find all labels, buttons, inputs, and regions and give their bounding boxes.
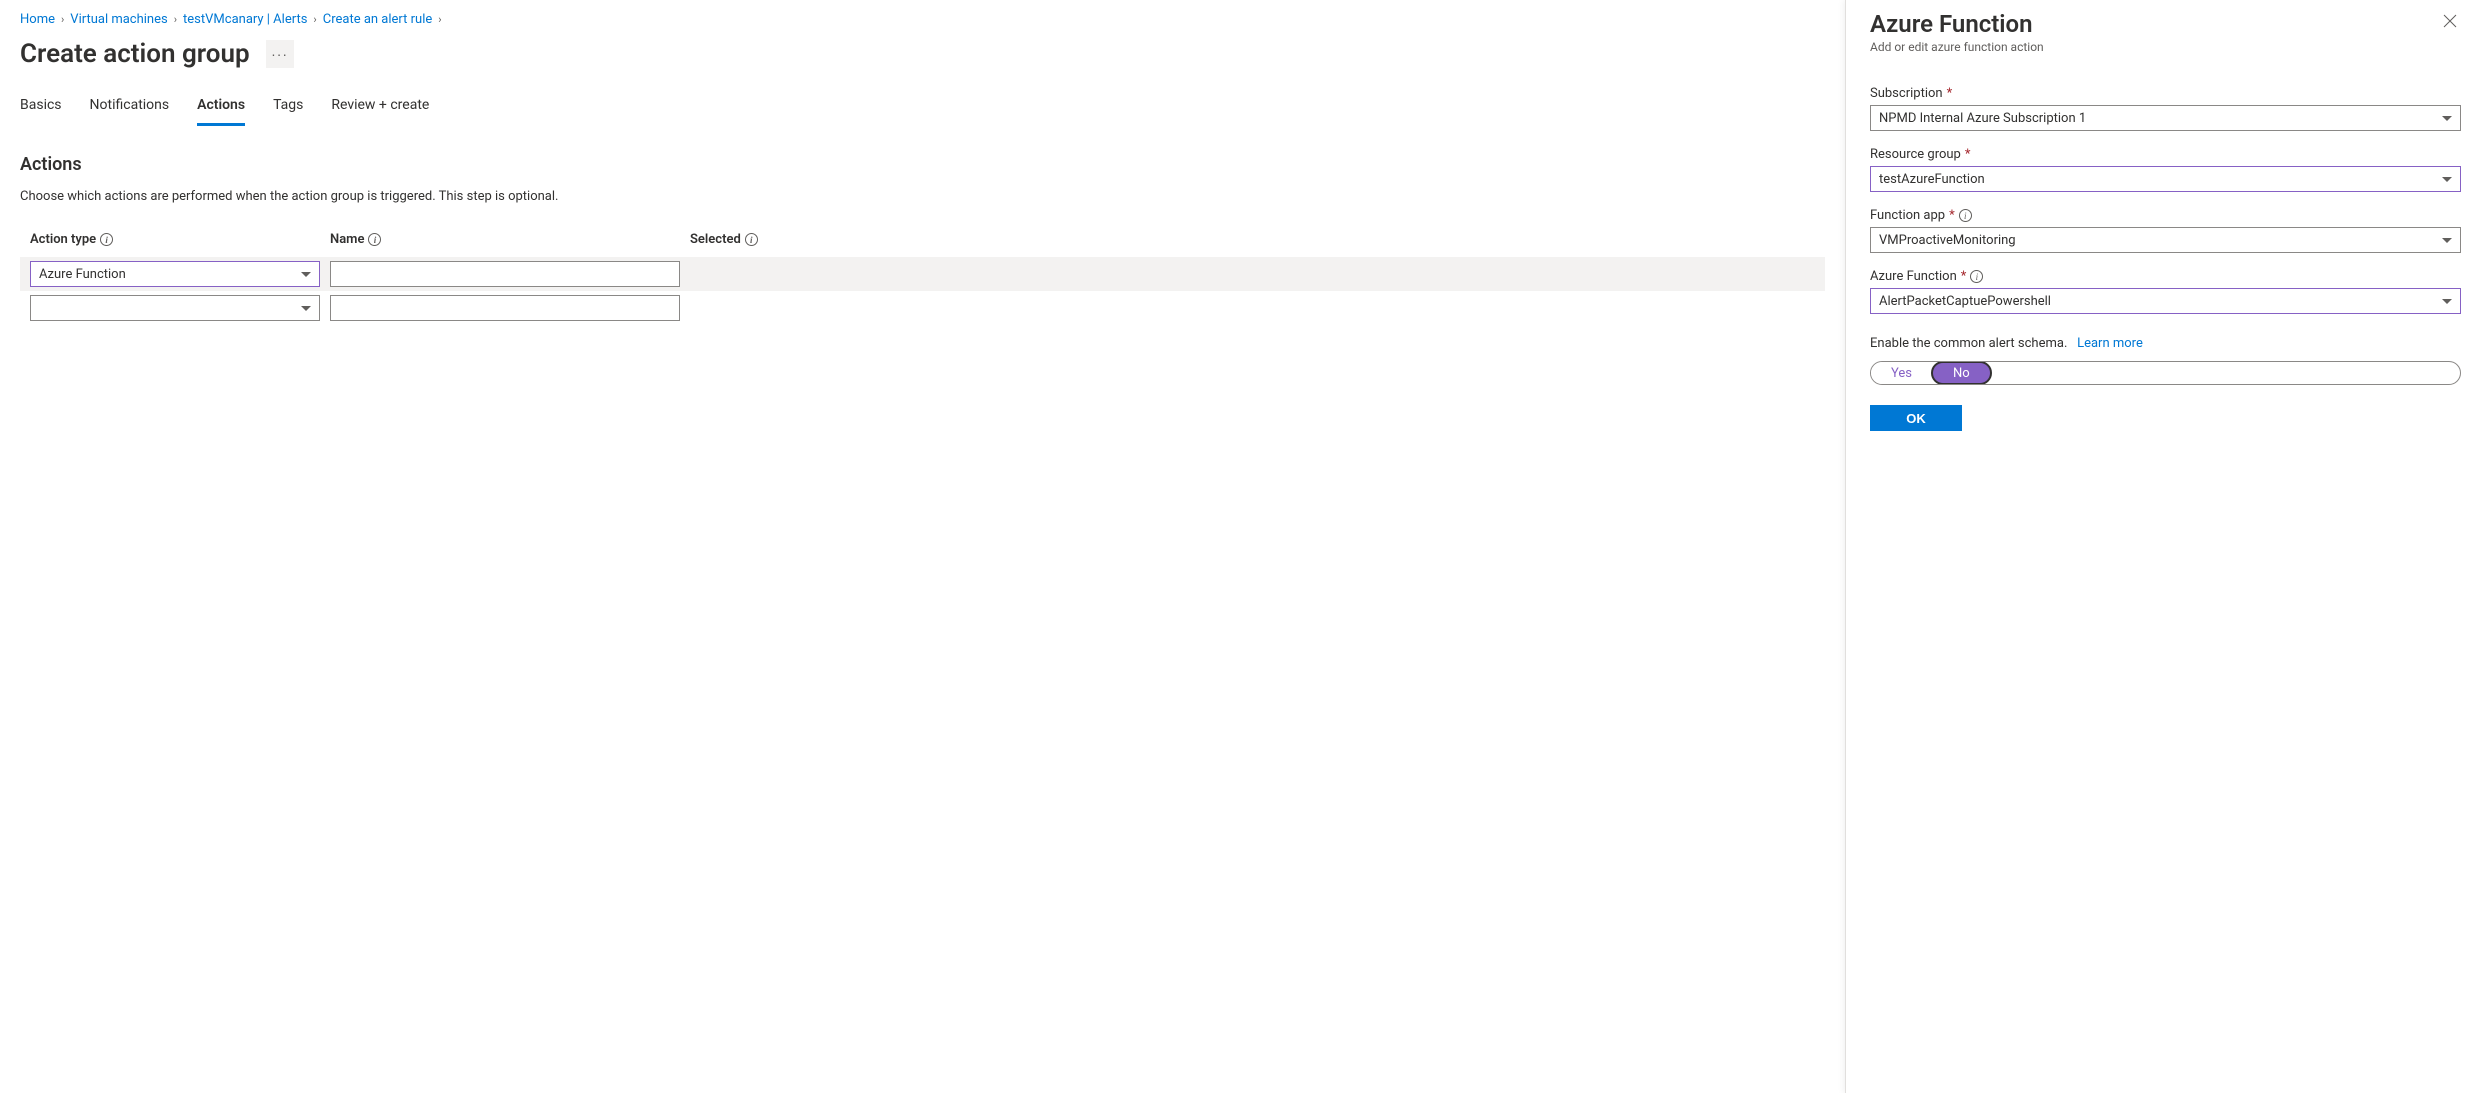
dropdown-value: NPMD Internal Azure Subscription 1: [1879, 111, 2086, 126]
field-label-text: Function app: [1870, 208, 1945, 223]
table-row: [20, 291, 1825, 325]
learn-more-link[interactable]: Learn more: [2077, 336, 2143, 351]
tabs: Basics Notifications Actions Tags Review…: [20, 93, 1825, 126]
column-label: Selected: [690, 232, 741, 247]
action-type-dropdown[interactable]: Azure Function: [30, 261, 320, 287]
required-indicator: *: [1965, 147, 1971, 162]
chevron-right-icon: ›: [313, 13, 316, 26]
toggle-no[interactable]: No: [1931, 361, 1992, 385]
breadcrumb-alerts[interactable]: testVMcanary | Alerts: [183, 12, 307, 27]
chevron-down-icon: [301, 306, 311, 311]
field-label-text: Subscription: [1870, 86, 1943, 101]
close-button[interactable]: [2439, 10, 2461, 36]
actions-table: Action type i Name i Selected i Azure Fu…: [20, 232, 1825, 325]
field-label-text: Azure Function: [1870, 269, 1957, 284]
section-description: Choose which actions are performed when …: [20, 189, 1825, 204]
tab-notifications[interactable]: Notifications: [90, 93, 170, 126]
column-header-action-type: Action type i: [30, 232, 330, 247]
dropdown-value: testAzureFunction: [1879, 172, 1985, 187]
column-header-name: Name i: [330, 232, 690, 247]
info-icon[interactable]: i: [745, 233, 758, 246]
action-type-dropdown[interactable]: [30, 295, 320, 321]
section-heading: Actions: [20, 154, 1825, 175]
required-indicator: *: [1947, 86, 1953, 101]
action-name-input[interactable]: [330, 295, 680, 321]
chevron-down-icon: [301, 272, 311, 277]
info-icon[interactable]: i: [100, 233, 113, 246]
info-icon[interactable]: i: [1959, 209, 1972, 222]
chevron-down-icon: [2442, 116, 2452, 121]
close-icon: [2443, 14, 2457, 28]
chevron-right-icon: ›: [438, 13, 441, 26]
tab-basics[interactable]: Basics: [20, 93, 62, 126]
function-app-dropdown[interactable]: VMProactiveMonitoring: [1870, 227, 2461, 253]
chevron-right-icon: ›: [61, 13, 64, 26]
chevron-down-icon: [2442, 238, 2452, 243]
field-label-text: Resource group: [1870, 147, 1961, 162]
schema-text: Enable the common alert schema.: [1870, 336, 2067, 351]
panel-subtitle: Add or edit azure function action: [1870, 40, 2044, 54]
chevron-down-icon: [2442, 177, 2452, 182]
info-icon[interactable]: i: [368, 233, 381, 246]
chevron-right-icon: ›: [174, 13, 177, 26]
required-indicator: *: [1949, 208, 1955, 223]
more-button[interactable]: ···: [266, 40, 294, 68]
action-name-input[interactable]: [330, 261, 680, 287]
table-row: Azure Function: [20, 257, 1825, 291]
breadcrumb-create-rule[interactable]: Create an alert rule: [323, 12, 433, 27]
info-icon[interactable]: i: [1970, 270, 1983, 283]
dropdown-value: AlertPacketCaptuePowershell: [1879, 294, 2051, 309]
azure-function-panel: Azure Function Add or edit azure functio…: [1845, 0, 2485, 1093]
chevron-down-icon: [2442, 299, 2452, 304]
column-header-selected: Selected i: [690, 232, 1815, 247]
page-title: Create action group: [20, 39, 250, 69]
subscription-label: Subscription *: [1870, 86, 2461, 101]
dropdown-value: Azure Function: [39, 267, 126, 282]
column-label: Action type: [30, 232, 96, 247]
required-indicator: *: [1961, 269, 1967, 284]
breadcrumb-home[interactable]: Home: [20, 12, 55, 27]
ok-button[interactable]: OK: [1870, 405, 1962, 431]
panel-title: Azure Function: [1870, 10, 2044, 38]
subscription-dropdown[interactable]: NPMD Internal Azure Subscription 1: [1870, 105, 2461, 131]
column-label: Name: [330, 232, 364, 247]
main-content: Home › Virtual machines › testVMcanary |…: [0, 0, 1845, 1093]
dropdown-value: VMProactiveMonitoring: [1879, 233, 2016, 248]
common-alert-schema-row: Enable the common alert schema. Learn mo…: [1870, 336, 2461, 351]
schema-toggle: Yes No: [1870, 361, 2461, 385]
breadcrumb-vms[interactable]: Virtual machines: [70, 12, 167, 27]
resource-group-dropdown[interactable]: testAzureFunction: [1870, 166, 2461, 192]
tab-actions[interactable]: Actions: [197, 93, 245, 126]
tab-review-create[interactable]: Review + create: [331, 93, 429, 126]
azure-function-label: Azure Function * i: [1870, 269, 2461, 284]
tab-tags[interactable]: Tags: [273, 93, 303, 126]
azure-function-dropdown[interactable]: AlertPacketCaptuePowershell: [1870, 288, 2461, 314]
resource-group-label: Resource group *: [1870, 147, 2461, 162]
toggle-yes[interactable]: Yes: [1871, 362, 1932, 384]
breadcrumb: Home › Virtual machines › testVMcanary |…: [20, 12, 1825, 27]
function-app-label: Function app * i: [1870, 208, 2461, 223]
